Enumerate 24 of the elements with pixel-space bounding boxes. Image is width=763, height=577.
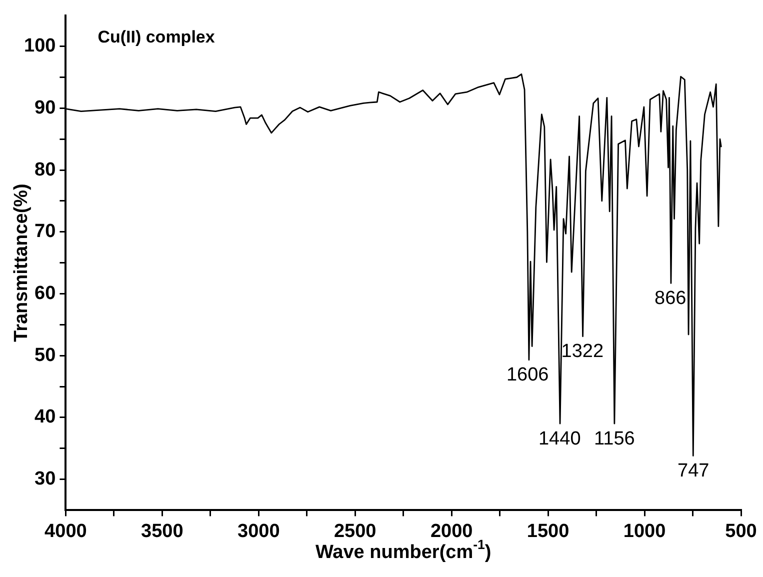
annotation: 747 xyxy=(677,460,710,482)
x-tick-label: 1000 xyxy=(623,520,666,542)
annotation: 1156 xyxy=(594,428,635,450)
y-tick-label: 40 xyxy=(34,406,56,428)
y-tick-label: 50 xyxy=(34,344,56,366)
y-tick-label: 90 xyxy=(34,97,56,118)
x-tick-label: 1500 xyxy=(526,520,570,542)
x-tick-label: 3500 xyxy=(141,520,184,542)
x-tick-label: 3000 xyxy=(238,520,280,542)
x-tick-label: 500 xyxy=(725,520,757,542)
text: Cu(II) complex xyxy=(98,28,216,47)
y-tick-label: 100 xyxy=(24,36,56,57)
y-tick-label: 80 xyxy=(34,159,56,180)
annotation: 866 xyxy=(654,288,686,309)
y-tick-label: 30 xyxy=(34,468,56,490)
y-tick-label: 60 xyxy=(34,282,56,304)
y-tick-label: 70 xyxy=(34,221,56,242)
x-tick-label: 2000 xyxy=(430,520,473,542)
x-tick-label: 2500 xyxy=(334,520,376,542)
annotation: 1440 xyxy=(538,428,581,450)
annotation: 1322 xyxy=(561,341,604,362)
x-tick-label: 4000 xyxy=(44,520,87,542)
y-axis-title: Transmittance(%) xyxy=(11,184,32,342)
annotation: 1606 xyxy=(506,364,549,386)
